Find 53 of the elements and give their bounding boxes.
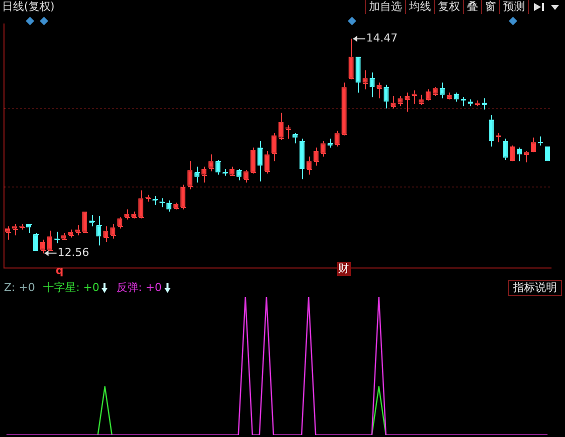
candlestick bbox=[264, 150, 270, 174]
candlestick bbox=[33, 232, 38, 251]
candlestick bbox=[180, 184, 186, 210]
candlestick bbox=[398, 96, 403, 107]
annotation: 财 bbox=[338, 262, 349, 275]
candlestick bbox=[348, 38, 354, 80]
text: 指标说明 bbox=[508, 280, 562, 296]
text: 加自选 bbox=[365, 0, 405, 14]
candlestick bbox=[61, 232, 68, 240]
text: 叠 bbox=[463, 0, 481, 14]
candlestick bbox=[278, 112, 284, 140]
candlestick bbox=[300, 138, 305, 180]
candlestick bbox=[173, 202, 180, 210]
candlestick bbox=[131, 211, 138, 219]
candlestick bbox=[524, 150, 529, 163]
candlestick bbox=[544, 146, 550, 162]
candlestick bbox=[426, 88, 431, 102]
candlestick bbox=[502, 138, 508, 161]
chart-title: 日线(复权) bbox=[2, 0, 55, 14]
text: 十字星: +0 bbox=[42, 280, 100, 296]
candlestick bbox=[82, 212, 88, 234]
candlestick bbox=[446, 92, 453, 100]
candlestick bbox=[356, 56, 361, 94]
candlestick bbox=[467, 98, 474, 107]
candlestick bbox=[362, 70, 368, 90]
candlestick bbox=[432, 86, 438, 97]
candlestick bbox=[334, 130, 340, 148]
candlestick bbox=[271, 132, 277, 162]
annotation: 12.56 bbox=[58, 246, 90, 260]
candlestick bbox=[418, 94, 424, 106]
candlestick bbox=[89, 214, 96, 227]
candlestick bbox=[454, 92, 459, 102]
text: 反弹: +0 bbox=[116, 280, 162, 296]
annotation: 14.47 bbox=[366, 32, 398, 45]
candlestick bbox=[314, 147, 319, 166]
text: Z: +0 bbox=[4, 280, 35, 296]
candlestick bbox=[440, 82, 445, 99]
candlestick bbox=[404, 92, 410, 112]
text: 窗 bbox=[481, 0, 499, 14]
candlestick bbox=[229, 166, 234, 176]
candlestick bbox=[530, 137, 536, 153]
candlestick bbox=[320, 140, 326, 158]
candlestick bbox=[384, 84, 389, 109]
candlestick bbox=[250, 147, 256, 174]
candlestick bbox=[328, 138, 333, 148]
text: 预测 bbox=[499, 0, 528, 14]
candlestick bbox=[342, 82, 347, 136]
candlestick bbox=[370, 72, 375, 98]
candlestick bbox=[488, 114, 494, 148]
text: 均线 bbox=[405, 0, 434, 14]
candlestick bbox=[510, 144, 515, 162]
text: 复权 bbox=[434, 0, 463, 14]
candlestick bbox=[292, 132, 298, 144]
